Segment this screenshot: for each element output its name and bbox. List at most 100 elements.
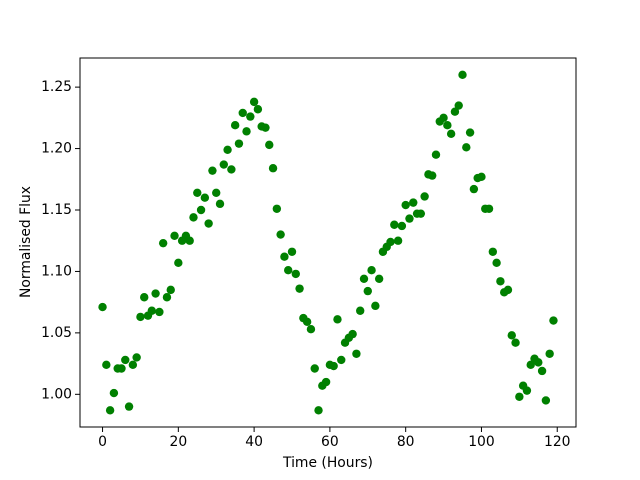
point bbox=[253, 105, 263, 114]
point bbox=[238, 108, 247, 118]
point bbox=[196, 205, 206, 215]
x-tick-label: 0 bbox=[98, 434, 107, 450]
point bbox=[458, 70, 467, 80]
point bbox=[287, 247, 297, 256]
point bbox=[102, 360, 111, 370]
point bbox=[356, 306, 365, 315]
point bbox=[249, 97, 259, 107]
point bbox=[280, 252, 289, 261]
point bbox=[219, 160, 228, 169]
point bbox=[124, 402, 134, 411]
point bbox=[359, 274, 369, 284]
point bbox=[515, 392, 524, 401]
point bbox=[337, 355, 346, 365]
point bbox=[284, 266, 293, 275]
plot-frame bbox=[79, 57, 577, 428]
point bbox=[367, 266, 376, 275]
point bbox=[98, 302, 107, 312]
point bbox=[492, 258, 501, 268]
point bbox=[348, 329, 357, 339]
y-tick-label: 1.00 bbox=[41, 386, 72, 402]
point bbox=[393, 236, 403, 245]
point bbox=[147, 306, 157, 315]
point bbox=[215, 199, 225, 209]
y-tick-label: 1.10 bbox=[41, 263, 72, 279]
point bbox=[503, 285, 513, 295]
point bbox=[397, 221, 407, 231]
point bbox=[230, 121, 240, 130]
point bbox=[302, 317, 312, 327]
point bbox=[507, 331, 516, 340]
point bbox=[545, 349, 554, 358]
point bbox=[208, 166, 217, 175]
x-tick-label: 60 bbox=[321, 434, 339, 450]
point bbox=[416, 209, 426, 218]
point bbox=[295, 284, 304, 293]
point bbox=[223, 145, 232, 154]
point bbox=[121, 355, 130, 365]
point bbox=[166, 285, 175, 295]
y-axis-label: Normalised Flux bbox=[18, 186, 34, 298]
x-tick-label: 40 bbox=[245, 434, 263, 450]
y-tick-label: 1.25 bbox=[41, 79, 72, 95]
point bbox=[488, 247, 498, 256]
point bbox=[200, 193, 210, 202]
point bbox=[265, 140, 274, 150]
y-tick-label: 1.20 bbox=[41, 141, 72, 157]
point bbox=[155, 307, 164, 317]
x-tick-label: 20 bbox=[169, 434, 187, 450]
point bbox=[496, 277, 505, 286]
x-tick-label: 80 bbox=[397, 434, 415, 450]
point bbox=[431, 150, 441, 159]
x-axis-label: Time (Hours) bbox=[282, 455, 373, 471]
point bbox=[462, 143, 471, 152]
point bbox=[450, 107, 460, 116]
point bbox=[537, 366, 547, 376]
point bbox=[371, 301, 380, 311]
point bbox=[117, 364, 126, 373]
point bbox=[428, 171, 437, 180]
point bbox=[329, 361, 338, 371]
point bbox=[541, 396, 551, 405]
point bbox=[522, 386, 532, 395]
point bbox=[136, 312, 145, 322]
point bbox=[174, 258, 183, 268]
x-tick-label: 120 bbox=[544, 434, 571, 450]
point bbox=[526, 360, 535, 370]
point bbox=[189, 213, 198, 222]
point bbox=[291, 269, 300, 279]
point bbox=[386, 237, 395, 247]
point bbox=[321, 377, 331, 387]
point bbox=[352, 349, 361, 358]
point bbox=[212, 188, 221, 197]
point bbox=[310, 364, 319, 373]
point bbox=[484, 204, 494, 213]
point bbox=[420, 192, 429, 201]
point bbox=[439, 113, 448, 123]
point bbox=[261, 123, 270, 132]
point bbox=[333, 315, 342, 324]
point bbox=[374, 274, 384, 284]
point bbox=[549, 316, 558, 325]
point bbox=[276, 230, 285, 239]
point bbox=[204, 219, 213, 228]
point bbox=[390, 220, 399, 229]
point bbox=[306, 324, 316, 334]
point bbox=[469, 184, 479, 194]
point bbox=[140, 293, 149, 302]
point bbox=[363, 286, 372, 296]
point bbox=[465, 128, 475, 137]
point bbox=[534, 358, 543, 367]
point bbox=[158, 238, 168, 248]
point bbox=[227, 165, 236, 174]
point bbox=[105, 406, 115, 415]
point bbox=[272, 204, 282, 213]
point bbox=[401, 200, 410, 210]
point bbox=[454, 101, 463, 110]
point bbox=[405, 214, 414, 223]
x-tick-label: 100 bbox=[468, 434, 495, 450]
point bbox=[511, 338, 520, 347]
point bbox=[193, 188, 202, 197]
point bbox=[151, 289, 160, 298]
